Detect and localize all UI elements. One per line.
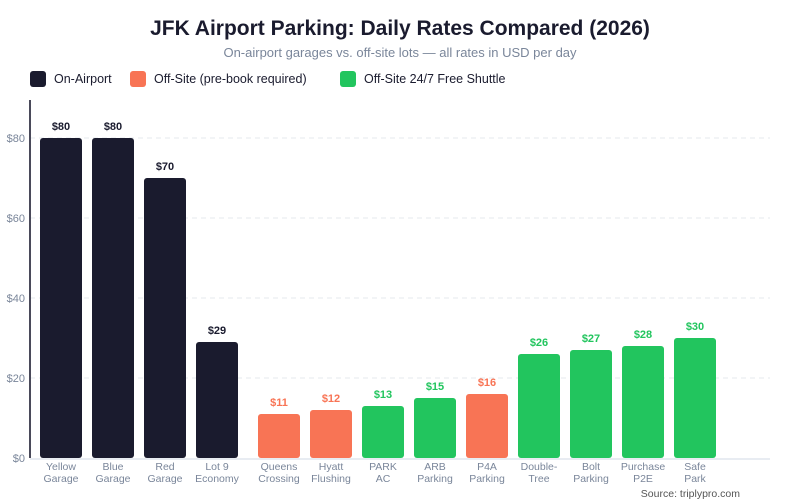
x-tick-label: Double- (521, 461, 558, 473)
data-label: $16 (478, 377, 496, 389)
bar (518, 354, 560, 458)
x-tick-label: Garage (43, 473, 78, 485)
data-label: $80 (104, 121, 122, 133)
bar (570, 350, 612, 458)
x-tick-label: Blue (102, 461, 123, 473)
bar (310, 410, 352, 458)
legend-item-off-site: Off-Site (pre-book required) (130, 71, 307, 87)
bar (144, 178, 186, 458)
x-tick-label: PARK (369, 461, 397, 473)
data-label: $28 (634, 329, 652, 341)
x-tick-label: Garage (147, 473, 182, 485)
y-tick-label: $60 (7, 213, 25, 225)
data-label: $27 (582, 333, 600, 345)
data-label: $70 (156, 161, 174, 173)
x-tick-label: Garage (95, 473, 130, 485)
legend-label: Off-Site (pre-book required) (154, 72, 307, 86)
chart-title: JFK Airport Parking: Daily Rates Compare… (150, 17, 650, 40)
data-label: $29 (208, 325, 226, 337)
x-tick-label: Yellow (46, 461, 76, 473)
x-tick-label: Hyatt (319, 461, 344, 473)
data-label: $26 (530, 337, 548, 349)
data-label: $13 (374, 389, 392, 401)
bar (92, 138, 134, 458)
data-label: $11 (270, 397, 288, 409)
data-label: $15 (426, 381, 444, 393)
x-tick-label: Flushing (311, 473, 351, 485)
bar (674, 338, 716, 458)
legend-label: Off-Site 24/7 Free Shuttle (364, 72, 506, 86)
x-tick-label: Red (155, 461, 174, 473)
bar (414, 398, 456, 458)
chart-subtitle: On-airport garages vs. off-site lots — a… (223, 45, 577, 60)
x-tick-label: Tree (528, 473, 549, 485)
x-tick-label: AC (376, 473, 391, 485)
source-note: Source: triplypro.com (640, 488, 740, 500)
x-tick-label: Lot 9 (205, 461, 229, 473)
data-label: $12 (322, 393, 340, 405)
x-tick-label: Bolt (582, 461, 600, 473)
y-tick-label: $0 (13, 453, 25, 465)
y-tick-label: $80 (7, 133, 25, 145)
x-tick-label: Parking (469, 473, 505, 485)
legend-swatch (130, 71, 146, 87)
x-tick-label: P2E (633, 473, 653, 485)
legend-swatch (340, 71, 356, 87)
bar (258, 414, 300, 458)
bar (362, 406, 404, 458)
x-tick-label: Safe (684, 461, 706, 473)
bar (40, 138, 82, 458)
bar (466, 394, 508, 458)
y-tick-label: $20 (7, 373, 25, 385)
data-label: $30 (686, 321, 704, 333)
legend-label: On-Airport (54, 72, 112, 86)
x-tick-label: P4A (477, 461, 497, 473)
x-tick-label: Crossing (258, 473, 300, 485)
legend-swatch (30, 71, 46, 87)
bar (196, 342, 238, 458)
data-label: $80 (52, 121, 70, 133)
x-tick-label: ARB (424, 461, 446, 473)
bar (622, 346, 664, 458)
x-tick-label: Parking (417, 473, 453, 485)
x-tick-label: Park (684, 473, 706, 485)
x-tick-label: Purchase (621, 461, 666, 473)
legend-item-on-airport: On-Airport (30, 71, 112, 87)
x-tick-label: Parking (573, 473, 609, 485)
legend-item-shuttle: Off-Site 24/7 Free Shuttle (340, 71, 506, 87)
x-tick-label: Economy (195, 473, 240, 485)
y-tick-label: $40 (7, 293, 25, 305)
x-tick-label: Queens (261, 461, 298, 473)
